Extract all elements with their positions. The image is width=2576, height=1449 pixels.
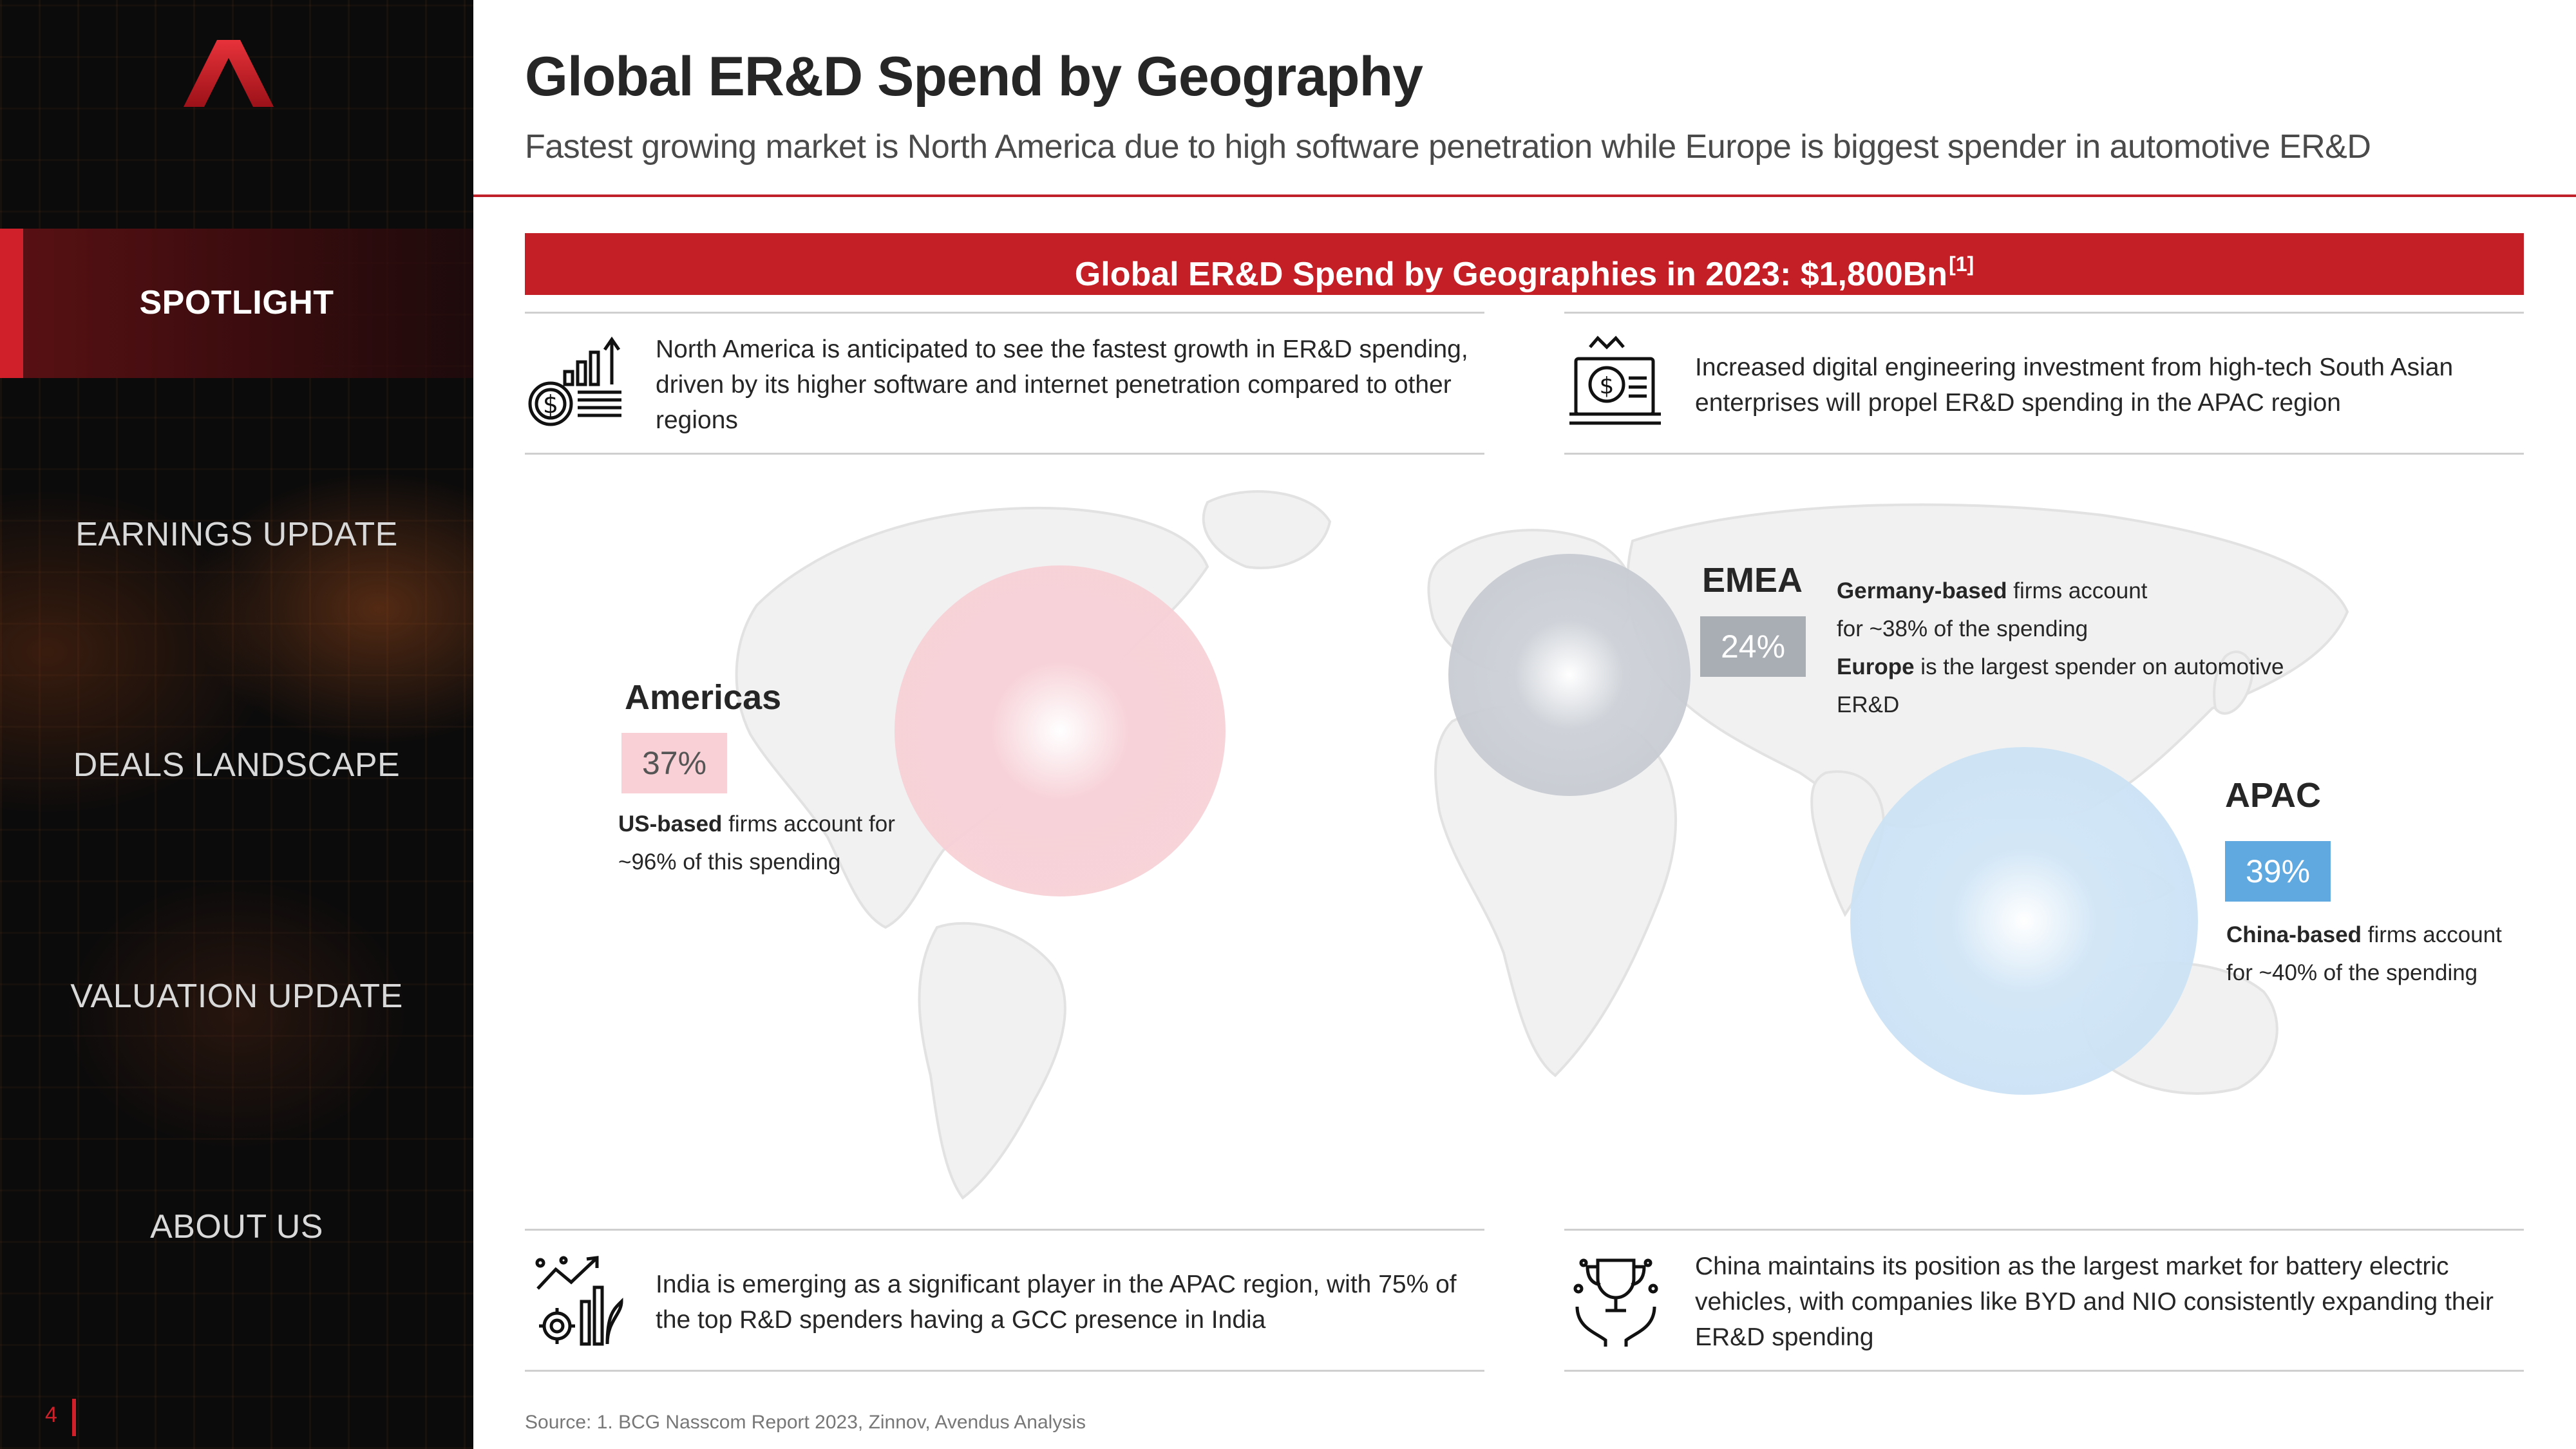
insight-box-china-bev: China maintains its position as the larg… xyxy=(1564,1229,2524,1372)
insight-text-china-bev: China maintains its position as the larg… xyxy=(1695,1253,2494,1351)
insight-text-apac-investment: Increased digital engineering investment… xyxy=(1695,354,2454,417)
apac-desc-bold: China-based xyxy=(2226,922,2362,947)
emea-desc-line-1: Germany-based firms account for ~38% of … xyxy=(1837,572,2172,648)
nav-item-earnings-update[interactable]: EARNINGS UPDATE xyxy=(75,516,398,553)
svg-text:$: $ xyxy=(1600,373,1615,399)
nav-item-deals-landscape[interactable]: DEALS LANDSCAPE xyxy=(73,746,401,784)
insight-text-north-america: North America is anticipated to see the … xyxy=(656,336,1468,434)
svg-text:$: $ xyxy=(543,390,558,419)
nav-item-about-us[interactable]: ABOUT US xyxy=(150,1208,323,1245)
emea-desc-bold-1: Germany-based xyxy=(1837,578,2007,603)
world-map-panel: Americas 37% US-based firms account for … xyxy=(525,464,2524,1224)
americas-circle xyxy=(895,565,1226,896)
growth-chart-money-icon: $ xyxy=(528,336,621,426)
americas-label: Americas xyxy=(625,678,782,717)
gear-growth-plant-icon xyxy=(535,1256,623,1346)
insight-box-north-america: $ North America is anticipated to see th… xyxy=(525,312,1484,455)
banner-text: Global ER&D Spend by Geographies in 2023… xyxy=(1074,256,1948,293)
laptop-money-crown-icon: $ xyxy=(1569,336,1661,425)
header-divider xyxy=(473,194,2576,197)
source-footnote: Source: 1. BCG Nasscom Report 2023, Zinn… xyxy=(525,1412,1086,1433)
americas-description: US-based firms account for ~96% of this … xyxy=(618,805,940,881)
emea-desc-bold-2: Europe xyxy=(1837,654,1915,679)
emea-desc-line-2: Europe is the largest spender on automot… xyxy=(1837,648,2326,724)
nav-item-spotlight[interactable]: SPOTLIGHT xyxy=(139,284,334,321)
banner-footnote: [1] xyxy=(1949,252,1975,276)
page-number-bar xyxy=(72,1399,76,1436)
emea-share: 24% xyxy=(1700,616,1806,677)
trophy-hands-icon xyxy=(1573,1258,1658,1347)
apac-share: 39% xyxy=(2225,841,2331,902)
spend-banner: Global ER&D Spend by Geographies in 2023… xyxy=(525,233,2524,295)
nav-item-valuation-update[interactable]: VALUATION UPDATE xyxy=(70,978,403,1015)
nav-active-highlight xyxy=(0,229,473,378)
americas-desc-bold: US-based xyxy=(618,811,723,837)
insight-text-india: India is emerging as a significant playe… xyxy=(656,1271,1457,1334)
apac-desc-rest: firms account for ~40% of the spending xyxy=(2226,922,2502,985)
emea-description: Germany-based firms account for ~38% of … xyxy=(1837,572,2326,724)
company-logo-icon xyxy=(184,40,274,107)
page-subtitle: Fastest growing market is North America … xyxy=(525,128,2371,166)
apac-label: APAC xyxy=(2225,776,2322,815)
sidebar: SPOTLIGHT EARNINGS UPDATE DEALS LANDSCAP… xyxy=(0,0,473,1449)
emea-circle xyxy=(1448,554,1690,796)
nav-active-indicator xyxy=(0,229,23,378)
insight-box-india: India is emerging as a significant playe… xyxy=(525,1229,1484,1372)
apac-description: China-based firms account for ~40% of th… xyxy=(2226,916,2516,992)
page-number: 4 xyxy=(45,1403,57,1427)
insight-box-apac-investment: $ Increased digital engineering investme… xyxy=(1564,312,2524,455)
emea-label: EMEA xyxy=(1702,561,1803,600)
apac-circle xyxy=(1850,747,2198,1095)
americas-share: 37% xyxy=(621,733,727,793)
americas-desc-rest: firms account for ~96% of this spending xyxy=(618,811,895,875)
page-title: Global ER&D Spend by Geography xyxy=(525,46,1423,108)
emea-desc-rest-1: firms account for ~38% of the spending xyxy=(1837,578,2148,641)
emea-desc-rest-2: is the largest spender on automotive ER&… xyxy=(1837,654,2284,717)
